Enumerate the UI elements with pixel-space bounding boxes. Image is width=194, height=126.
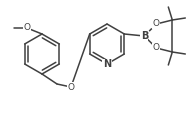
Text: B: B	[141, 31, 148, 41]
Text: O: O	[23, 24, 30, 33]
Text: O: O	[153, 43, 160, 53]
Text: O: O	[68, 83, 74, 91]
Text: N: N	[103, 59, 111, 69]
Text: O: O	[153, 20, 160, 28]
